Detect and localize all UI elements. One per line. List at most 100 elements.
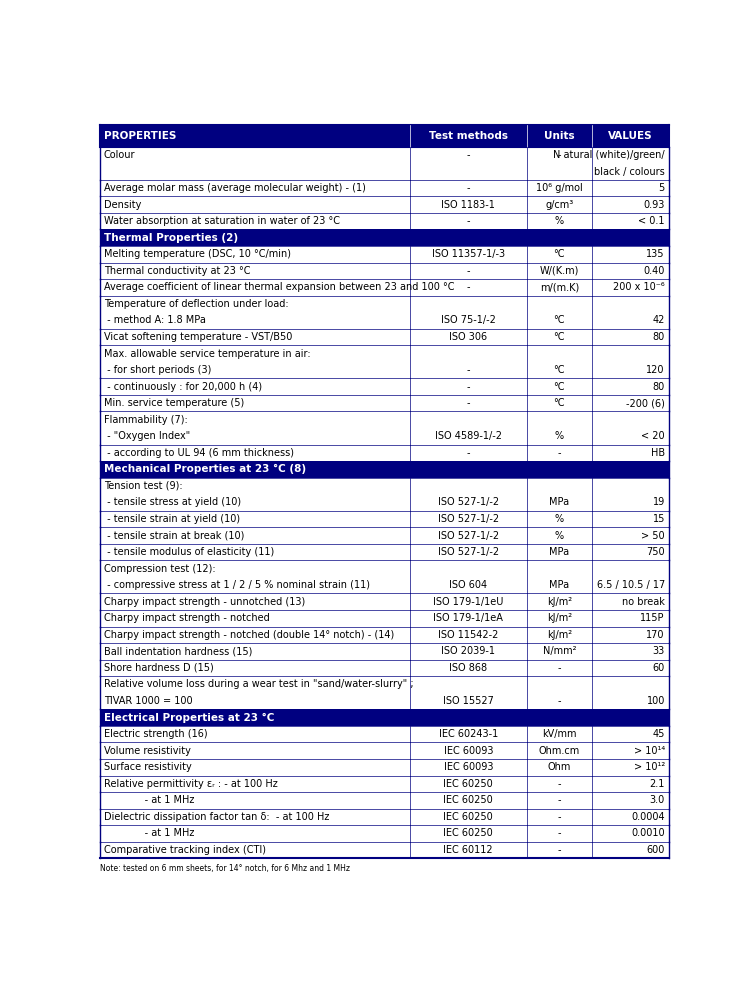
- Text: no break: no break: [622, 597, 665, 607]
- Text: Tension test (9):: Tension test (9):: [104, 481, 182, 491]
- Text: Ohm: Ohm: [548, 762, 571, 772]
- Text: MPa: MPa: [549, 548, 569, 558]
- Bar: [100, 610, 669, 627]
- Bar: [100, 759, 669, 776]
- Text: Units: Units: [544, 131, 574, 141]
- Text: 3.0: 3.0: [650, 796, 665, 806]
- Text: -200 (6): -200 (6): [626, 398, 665, 408]
- Bar: [100, 328, 669, 345]
- Text: %: %: [555, 216, 564, 226]
- Text: kJ/m²: kJ/m²: [547, 630, 572, 640]
- Text: 60: 60: [652, 663, 665, 673]
- Text: kV/mm: kV/mm: [542, 729, 577, 739]
- Text: Dielectric dissipation factor tan δ:  - at 100 Hz: Dielectric dissipation factor tan δ: - a…: [104, 811, 329, 822]
- Text: Note: tested on 6 mm sheets, for 14° notch, for 6 Mhz and 1 MHz: Note: tested on 6 mm sheets, for 14° not…: [100, 864, 350, 873]
- Bar: [100, 147, 669, 180]
- Text: < 0.1: < 0.1: [638, 216, 665, 226]
- Text: IEC 60250: IEC 60250: [443, 828, 494, 838]
- Bar: [100, 677, 669, 709]
- Text: - for short periods (3): - for short periods (3): [104, 365, 212, 375]
- Text: MPa: MPa: [549, 497, 569, 508]
- Text: PROPERTIES: PROPERTIES: [104, 131, 176, 141]
- Text: -: -: [466, 266, 470, 276]
- Text: black / colours: black / colours: [594, 167, 665, 177]
- Text: °C: °C: [554, 315, 565, 325]
- Text: Temperature of deflection under load:: Temperature of deflection under load:: [104, 299, 289, 309]
- Text: ISO 4589-1/-2: ISO 4589-1/-2: [435, 432, 502, 441]
- Text: Surface resistivity: Surface resistivity: [104, 762, 191, 772]
- Text: Charpy impact strength - unnotched (13): Charpy impact strength - unnotched (13): [104, 597, 305, 607]
- Text: °C: °C: [554, 249, 565, 259]
- Text: Charpy impact strength - notched (double 14° notch) - (14): Charpy impact strength - notched (double…: [104, 630, 394, 640]
- Text: °C: °C: [554, 398, 565, 408]
- Bar: [100, 263, 669, 279]
- Bar: [100, 395, 669, 412]
- Text: TIVAR 1000 = 100: TIVAR 1000 = 100: [104, 696, 193, 706]
- Text: 80: 80: [652, 332, 665, 342]
- Text: 100: 100: [646, 696, 665, 706]
- Text: ISO 179-1/1eA: ISO 179-1/1eA: [433, 613, 503, 623]
- Bar: [100, 660, 669, 677]
- Bar: [100, 593, 669, 610]
- Bar: [100, 296, 669, 328]
- Text: ISO 11542-2: ISO 11542-2: [438, 630, 499, 640]
- Text: °C: °C: [554, 365, 565, 375]
- Bar: [100, 279, 669, 296]
- Text: °C: °C: [554, 332, 565, 342]
- Text: > 10¹²: > 10¹²: [634, 762, 665, 772]
- Text: Water absorption at saturation in water of 23 °C: Water absorption at saturation in water …: [104, 216, 340, 226]
- Text: 200 x 10⁻⁶: 200 x 10⁻⁶: [614, 283, 665, 293]
- Text: Thermal conductivity at 23 °C: Thermal conductivity at 23 °C: [104, 266, 250, 276]
- Text: - "Oxygen Index": - "Oxygen Index": [104, 432, 190, 441]
- Text: -: -: [466, 398, 470, 408]
- Text: - compressive stress at 1 / 2 / 5 % nominal strain (11): - compressive stress at 1 / 2 / 5 % nomi…: [104, 580, 370, 590]
- Text: - tensile strain at yield (10): - tensile strain at yield (10): [104, 514, 240, 524]
- Text: kJ/m²: kJ/m²: [547, 597, 572, 607]
- Text: -: -: [466, 283, 470, 293]
- Text: Volume resistivity: Volume resistivity: [104, 746, 190, 756]
- Text: 5: 5: [658, 184, 665, 193]
- Text: - tensile stress at yield (10): - tensile stress at yield (10): [104, 497, 241, 508]
- Text: -: -: [466, 447, 470, 458]
- Text: -: -: [466, 365, 470, 375]
- Text: 0.93: 0.93: [644, 199, 665, 209]
- Text: Electrical Properties at 23 °C: Electrical Properties at 23 °C: [104, 712, 274, 722]
- Text: -: -: [557, 447, 561, 458]
- Text: Relative permittivity εᵣ : - at 100 Hz: Relative permittivity εᵣ : - at 100 Hz: [104, 779, 278, 789]
- Text: > 10¹⁴: > 10¹⁴: [634, 746, 665, 756]
- Bar: [100, 742, 669, 759]
- Text: Relative volume loss during a wear test in "sand/water-slurry" ;: Relative volume loss during a wear test …: [104, 680, 413, 689]
- Text: 80: 80: [652, 382, 665, 392]
- Bar: [100, 196, 669, 213]
- Text: - continuously : for 20,000 h (4): - continuously : for 20,000 h (4): [104, 382, 262, 392]
- Text: IEC 60250: IEC 60250: [443, 779, 494, 789]
- Text: -: -: [466, 150, 470, 160]
- Text: ISO 868: ISO 868: [449, 663, 488, 673]
- Text: IEC 60250: IEC 60250: [443, 811, 494, 822]
- Bar: [100, 229, 669, 246]
- Text: - method A: 1.8 MPa: - method A: 1.8 MPa: [104, 315, 206, 325]
- Text: ISO 179-1/1eU: ISO 179-1/1eU: [433, 597, 503, 607]
- Bar: [100, 461, 669, 478]
- Bar: [100, 841, 669, 858]
- Bar: [100, 213, 669, 229]
- Bar: [100, 378, 669, 395]
- Text: > 50: > 50: [641, 531, 665, 541]
- Text: - tensile strain at break (10): - tensile strain at break (10): [104, 531, 244, 541]
- Text: Density: Density: [104, 199, 141, 209]
- Text: °C: °C: [554, 382, 565, 392]
- Text: IEC 60093: IEC 60093: [443, 746, 493, 756]
- Text: -: -: [557, 696, 561, 706]
- Text: ISO 11357-1/-3: ISO 11357-1/-3: [432, 249, 505, 259]
- Text: 0.0010: 0.0010: [632, 828, 665, 838]
- Text: -: -: [557, 150, 561, 160]
- Bar: [100, 180, 669, 196]
- Bar: [100, 444, 669, 461]
- Bar: [100, 125, 669, 147]
- Bar: [100, 627, 669, 643]
- Text: 15: 15: [652, 514, 665, 524]
- Text: 120: 120: [646, 365, 665, 375]
- Text: -: -: [557, 779, 561, 789]
- Text: Test methods: Test methods: [429, 131, 508, 141]
- Text: ISO 527-1/-2: ISO 527-1/-2: [438, 514, 499, 524]
